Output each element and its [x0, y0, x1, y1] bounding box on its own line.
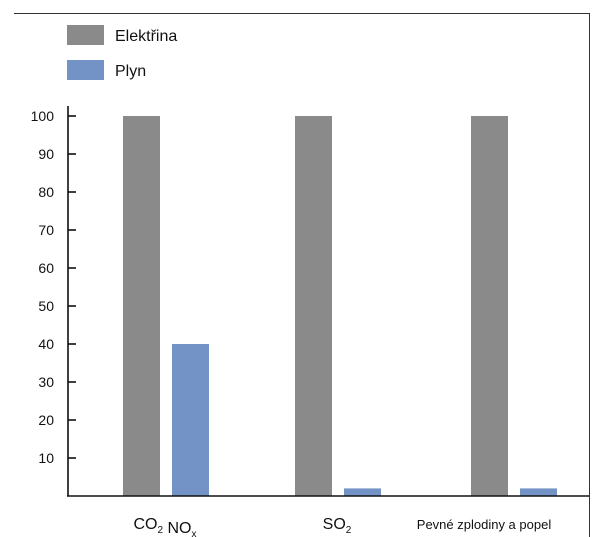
y-axis: 10 20 30 40 50 60 70 80 90 100 — [31, 106, 76, 496]
y-tick-label: 20 — [38, 412, 54, 428]
bar-series1-cat2 — [295, 116, 332, 496]
x-category-label-1: CO2 NOx — [133, 516, 196, 537]
legend-swatch-1 — [67, 25, 104, 45]
legend-swatch-2 — [67, 60, 104, 80]
x-category-label-2: SO2 — [323, 516, 352, 536]
y-tick-label: 60 — [38, 260, 54, 276]
bar-series1-cat3 — [471, 116, 508, 496]
legend: Elektřina Plyn — [67, 25, 177, 80]
y-tick-label: 80 — [38, 184, 54, 200]
y-tick-label: 90 — [38, 146, 54, 162]
y-tick-label: 50 — [38, 298, 54, 314]
legend-label-2: Plyn — [115, 63, 146, 80]
y-tick-label: 10 — [38, 450, 54, 466]
y-tick-label: 70 — [38, 222, 54, 238]
y-tick-label: 40 — [38, 336, 54, 352]
legend-label-1: Elektřina — [115, 28, 177, 45]
bars — [123, 116, 557, 496]
y-tick-label: 30 — [38, 374, 54, 390]
x-category-label-3: Pevné zplodiny a popel — [417, 517, 552, 532]
x-axis: CO2 NOx SO2 Pevné zplodiny a popel — [67, 495, 589, 537]
bar-series1-cat1 — [123, 116, 160, 496]
bar-series2-cat1 — [172, 344, 209, 496]
y-tick-label: 100 — [31, 108, 55, 124]
bar-series2-cat3 — [520, 488, 557, 496]
bar-series2-cat2 — [344, 488, 381, 496]
